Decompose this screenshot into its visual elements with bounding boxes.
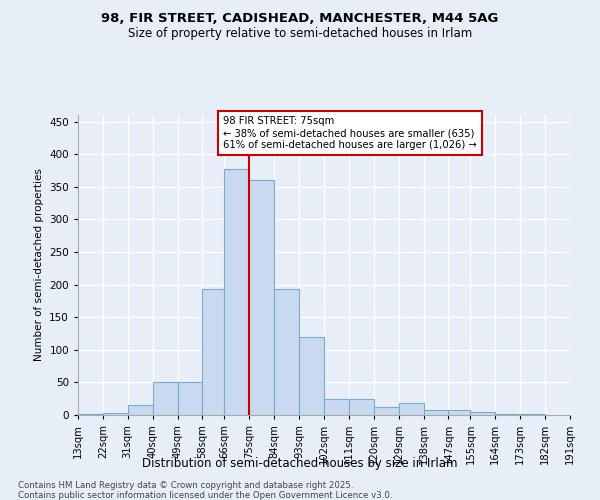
Bar: [250, 180, 274, 415]
Bar: [496, 414, 520, 415]
Bar: [299, 336, 324, 415]
Bar: [78, 414, 103, 415]
Bar: [520, 414, 545, 415]
Bar: [202, 289, 224, 415]
Bar: [448, 410, 470, 415]
Bar: [374, 406, 398, 415]
Bar: [470, 412, 496, 415]
Bar: [324, 398, 349, 415]
Bar: [103, 413, 128, 415]
Bar: [152, 382, 178, 415]
Bar: [178, 382, 202, 415]
Y-axis label: Number of semi-detached properties: Number of semi-detached properties: [34, 168, 44, 362]
Text: 98, FIR STREET, CADISHEAD, MANCHESTER, M44 5AG: 98, FIR STREET, CADISHEAD, MANCHESTER, M…: [101, 12, 499, 26]
Bar: [424, 410, 448, 415]
Text: Size of property relative to semi-detached houses in Irlam: Size of property relative to semi-detach…: [128, 28, 472, 40]
Bar: [349, 398, 374, 415]
Bar: [398, 404, 424, 415]
Bar: [274, 289, 299, 415]
Bar: [224, 169, 250, 415]
Text: Contains public sector information licensed under the Open Government Licence v3: Contains public sector information licen…: [18, 491, 392, 500]
Bar: [128, 405, 152, 415]
Text: 98 FIR STREET: 75sqm
← 38% of semi-detached houses are smaller (635)
61% of semi: 98 FIR STREET: 75sqm ← 38% of semi-detac…: [223, 116, 477, 150]
Text: Distribution of semi-detached houses by size in Irlam: Distribution of semi-detached houses by …: [142, 458, 458, 470]
Text: Contains HM Land Registry data © Crown copyright and database right 2025.: Contains HM Land Registry data © Crown c…: [18, 481, 353, 490]
